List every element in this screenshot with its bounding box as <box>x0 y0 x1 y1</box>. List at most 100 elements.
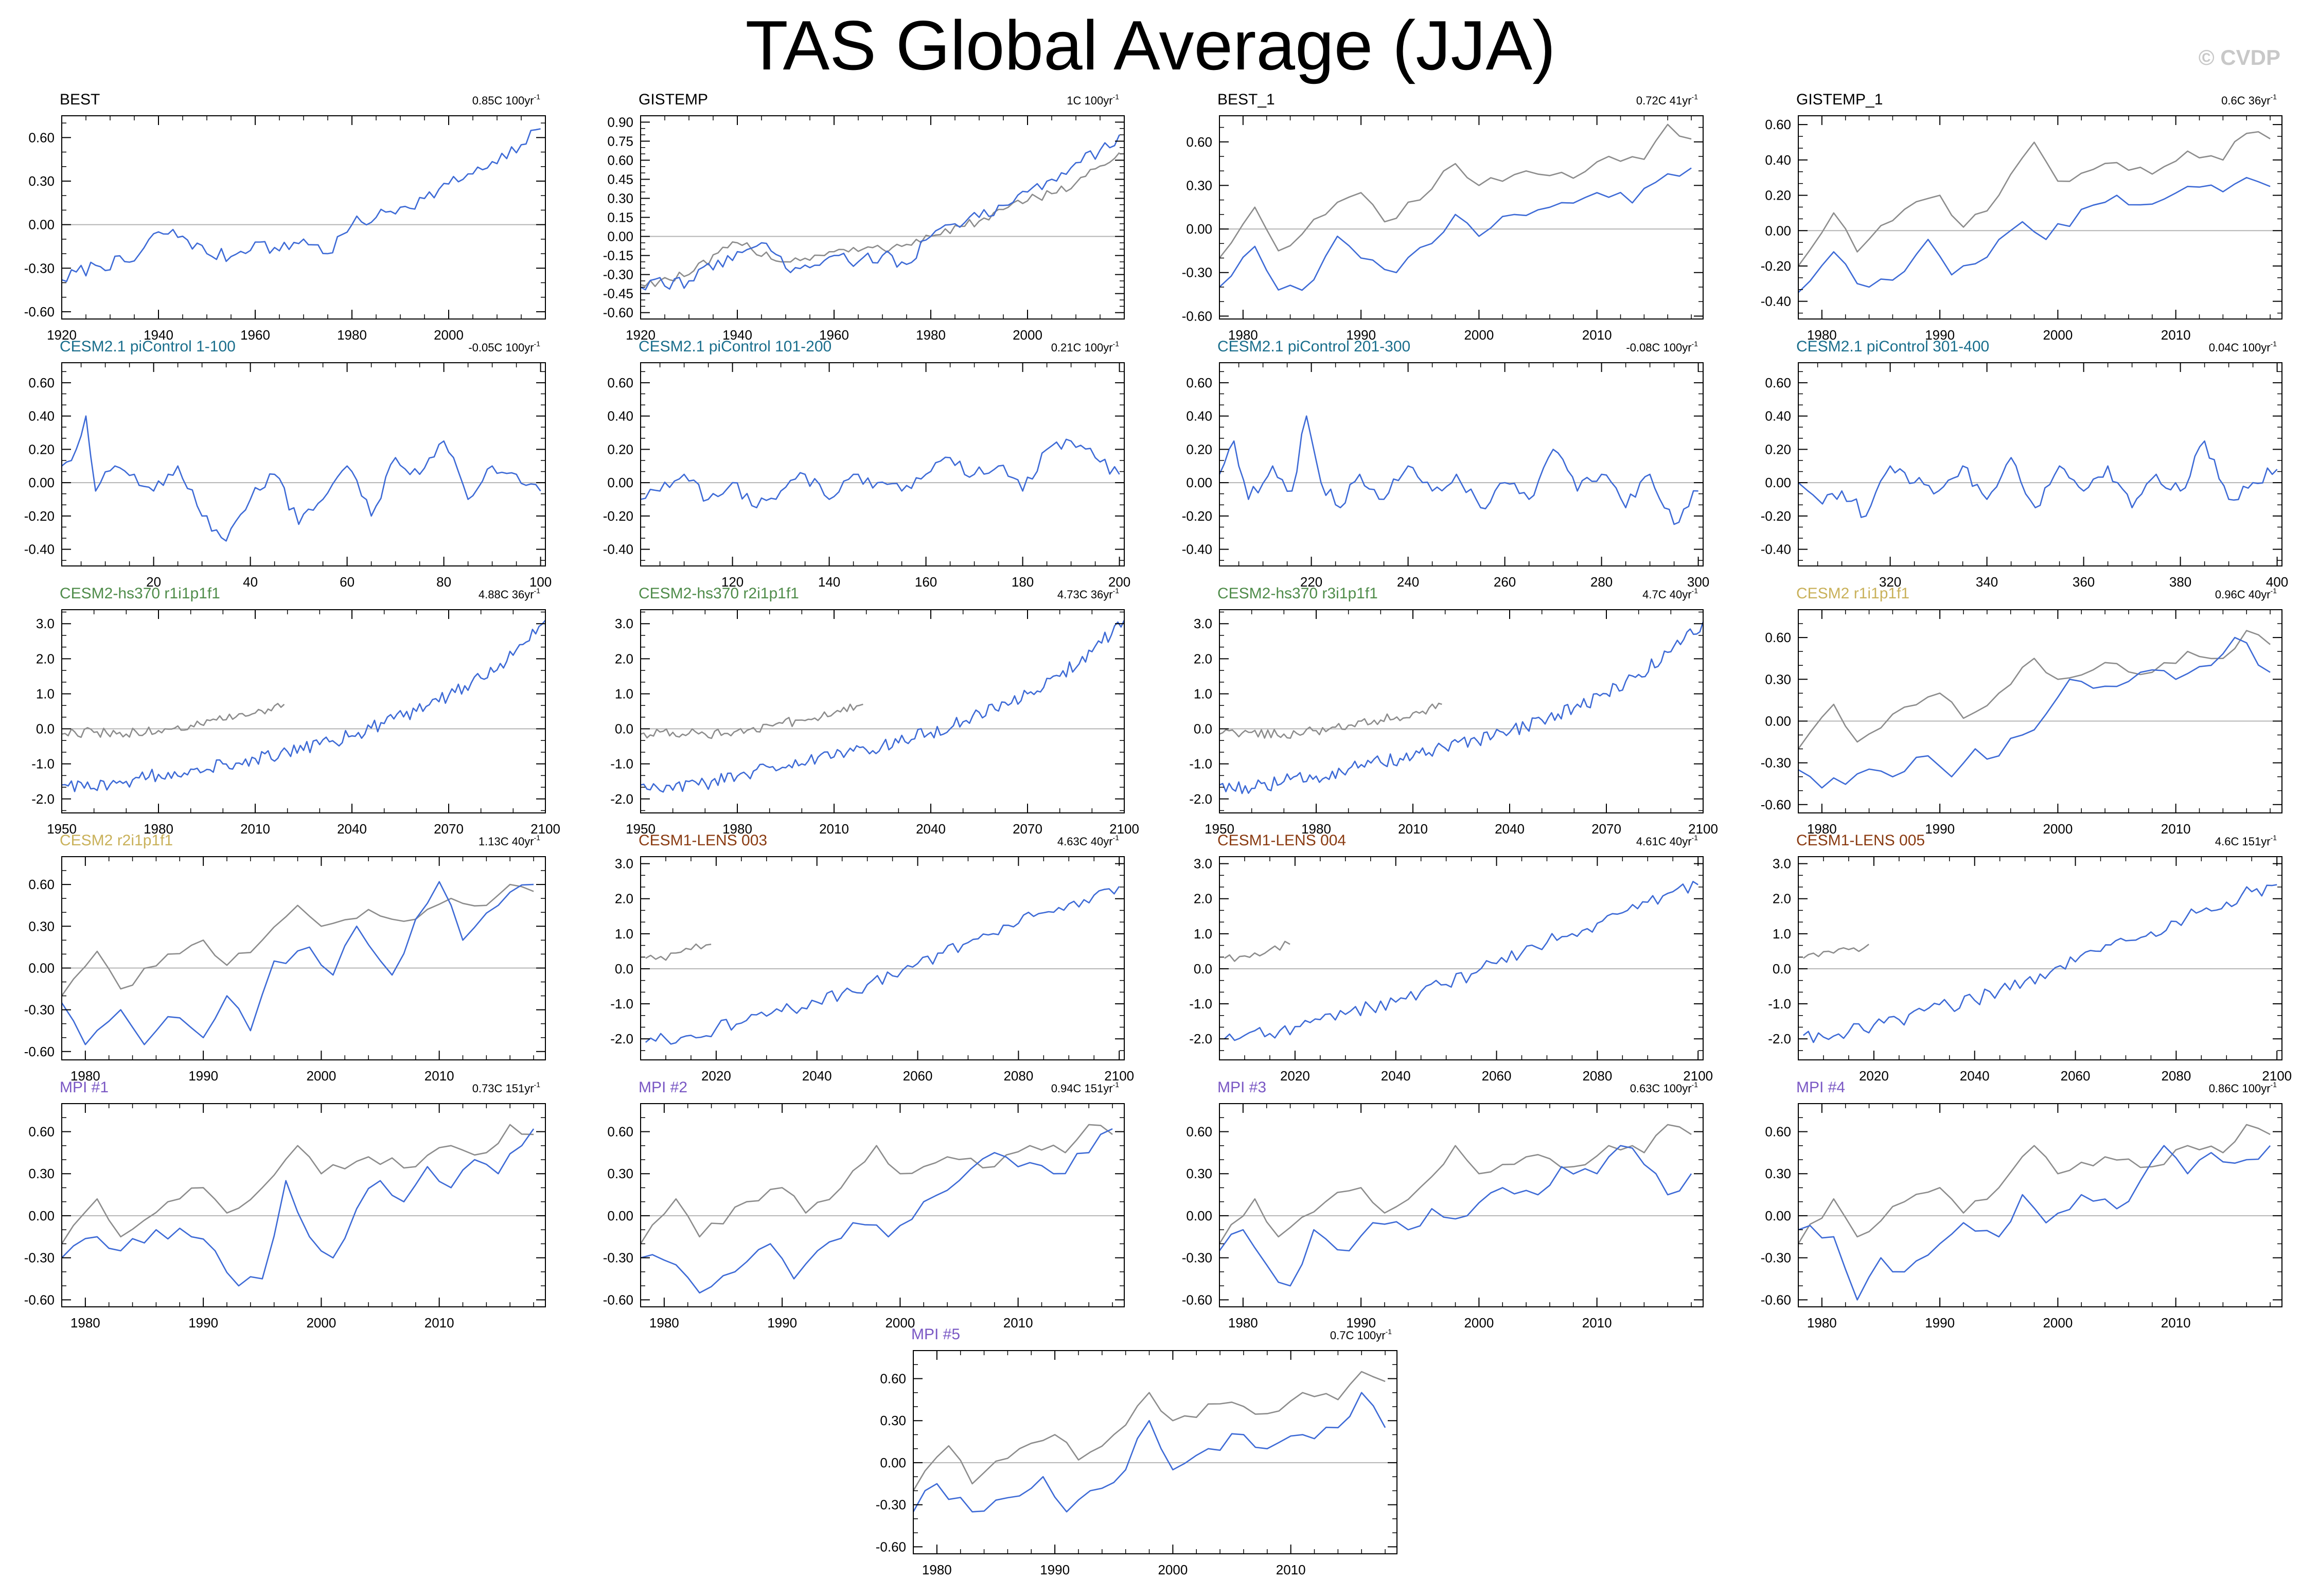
y-tick-label: 0.60 <box>1186 375 1212 391</box>
cvdp-watermark: © CVDP <box>2198 45 2280 69</box>
x-tick-label: 2010 <box>1276 1562 1306 1577</box>
trend-exponent: -1 <box>2271 93 2277 101</box>
plot-frame <box>1798 362 2282 566</box>
x-tick-label: 2000 <box>434 327 464 343</box>
panel-title: MPI #4 <box>1796 1079 1845 1096</box>
trend-label: 4.61C 40yr-1 <box>1636 834 1698 848</box>
panel-title: CESM2.1 piControl 301-400 <box>1796 338 1989 355</box>
trend-exponent: -1 <box>1113 93 1120 101</box>
x-tick-label: 2010 <box>1398 821 1428 837</box>
trend-exponent: -1 <box>534 834 541 842</box>
model-line-r3i1p1f1 <box>1219 622 1704 794</box>
x-tick-label: 360 <box>2073 574 2095 590</box>
panel-title: CESM2-hs370 r2i1p1f1 <box>639 585 799 602</box>
y-tick-label: -0.30 <box>1182 1250 1212 1266</box>
model-line-picontrol-1-100 <box>61 415 541 542</box>
model-line-gistemp <box>640 134 1120 291</box>
y-tick-label: 0.90 <box>607 114 633 130</box>
y-tick-label: 1.0 <box>36 686 55 701</box>
y-tick-label: -0.20 <box>1761 508 1791 524</box>
x-tick-label: 1980 <box>1807 821 1837 837</box>
x-tick-label: 20 <box>146 574 161 590</box>
y-tick-label: 1.0 <box>1194 926 1212 942</box>
trend-label: 0.96C 40yr-1 <box>2215 587 2277 601</box>
trend-exponent: -1 <box>1113 1080 1120 1089</box>
x-tick-label: 2100 <box>1688 821 1718 837</box>
obs-line-best <box>1224 941 1290 962</box>
y-tick-label: 0.20 <box>1765 441 1791 457</box>
y-tick-label: 1.0 <box>1194 686 1212 701</box>
trend-exponent: -1 <box>2271 340 2277 348</box>
model-line-lens-005 <box>1803 884 2277 1043</box>
model-line-gistemp-1 <box>1798 176 2271 293</box>
trend-label: 1C 100yr-1 <box>1067 93 1119 107</box>
model-line-r1i1p1f1 <box>61 619 546 792</box>
panel-13: CESM2 r2i1p1f1 1.13C 40yr-1 1980 1990 2000 20… <box>24 832 546 1084</box>
y-tick-label: 0.00 <box>28 475 55 490</box>
x-tick-label: 1990 <box>1040 1562 1070 1577</box>
y-tick-label: 0.00 <box>1186 221 1212 237</box>
x-tick-label: 2020 <box>701 1068 731 1084</box>
y-tick-label: -0.60 <box>876 1539 906 1554</box>
y-tick-label: 0.00 <box>607 475 633 490</box>
y-tick-label: 0.60 <box>28 877 55 892</box>
x-tick-label: 2010 <box>424 1315 454 1331</box>
x-tick-label: 1940 <box>722 327 752 343</box>
y-tick-label: -0.30 <box>1761 1250 1791 1266</box>
y-tick-label: 0.75 <box>607 133 633 149</box>
x-tick-label: 2000 <box>306 1315 336 1331</box>
y-tick-label: 0.0 <box>1773 961 1791 977</box>
panel-title: CESM1-LENS 003 <box>639 832 767 849</box>
y-tick-label: 3.0 <box>1194 856 1212 872</box>
figure-title: TAS Global Average (JJA) <box>745 6 1556 84</box>
panel-title: MPI #5 <box>911 1326 960 1343</box>
x-tick-label: 1950 <box>626 821 656 837</box>
y-tick-label: 0.40 <box>28 409 55 424</box>
plot-frame <box>640 362 1125 566</box>
x-tick-label: 2000 <box>2043 821 2073 837</box>
y-tick-label: -0.30 <box>603 1250 633 1266</box>
y-tick-label: -2.0 <box>610 1031 633 1047</box>
y-tick-label: 2.0 <box>615 891 633 907</box>
plot-frame <box>640 609 1125 813</box>
panel-title: CESM2.1 piControl 1-100 <box>60 338 236 355</box>
plot-frame <box>1798 115 2282 320</box>
trend-exponent: -1 <box>2271 834 2277 842</box>
x-tick-label: 1990 <box>1925 1315 1955 1331</box>
y-tick-label: 0.00 <box>1765 475 1791 490</box>
x-tick-label: 2070 <box>1013 821 1042 837</box>
x-tick-label: 2010 <box>2161 327 2191 343</box>
x-tick-label: 2100 <box>2262 1068 2292 1084</box>
obs-line-best <box>1797 131 2271 267</box>
y-tick-label: 0.0 <box>615 721 633 737</box>
plot-frame <box>61 115 546 320</box>
x-tick-label: 1950 <box>47 821 77 837</box>
panel-10: CESM2-hs370 r2i1p1f1 4.73C 36yr-1 1950 1980… <box>610 585 1139 837</box>
trend-label: 4.73C 36yr-1 <box>1057 587 1119 601</box>
x-tick-label: 2010 <box>424 1068 454 1084</box>
model-line-r2i1p1f1 <box>640 619 1125 793</box>
x-tick-label: 2010 <box>2161 1315 2191 1331</box>
y-tick-label: -0.60 <box>24 1292 55 1307</box>
y-tick-label: 0.30 <box>28 918 55 934</box>
trend-exponent: -1 <box>1692 340 1698 348</box>
panel-4: GISTEMP_1 0.6C 36yr-1 1980 1990 2000 2010 -0.4… <box>1761 91 2282 343</box>
panel-21: MPI #5 0.7C 100yr-1 1980 1990 2000 2010 -0.60 -… <box>876 1326 1397 1577</box>
obs-line-best <box>1803 944 1869 959</box>
y-tick-label: 0.60 <box>1765 375 1791 391</box>
x-tick-label: 2010 <box>240 821 270 837</box>
x-tick-label: 2010 <box>1582 327 1612 343</box>
y-tick-label: -0.60 <box>1761 797 1791 812</box>
y-tick-label: 0.00 <box>880 1455 906 1470</box>
panel-title: BEST_1 <box>1217 91 1275 108</box>
obs-line-best <box>912 1371 1386 1492</box>
x-tick-label: 80 <box>436 574 451 590</box>
y-tick-label: -0.40 <box>1761 542 1791 557</box>
y-tick-label: 0.60 <box>607 152 633 168</box>
y-tick-label: 2.0 <box>1194 891 1212 907</box>
trend-label: 4.7C 40yr-1 <box>1642 587 1698 601</box>
trend-exponent: -1 <box>1692 93 1698 101</box>
x-tick-label: 2000 <box>1464 1315 1494 1331</box>
panel-title: CESM2 r2i1p1f1 <box>60 832 173 849</box>
plot-frame <box>61 1103 546 1307</box>
